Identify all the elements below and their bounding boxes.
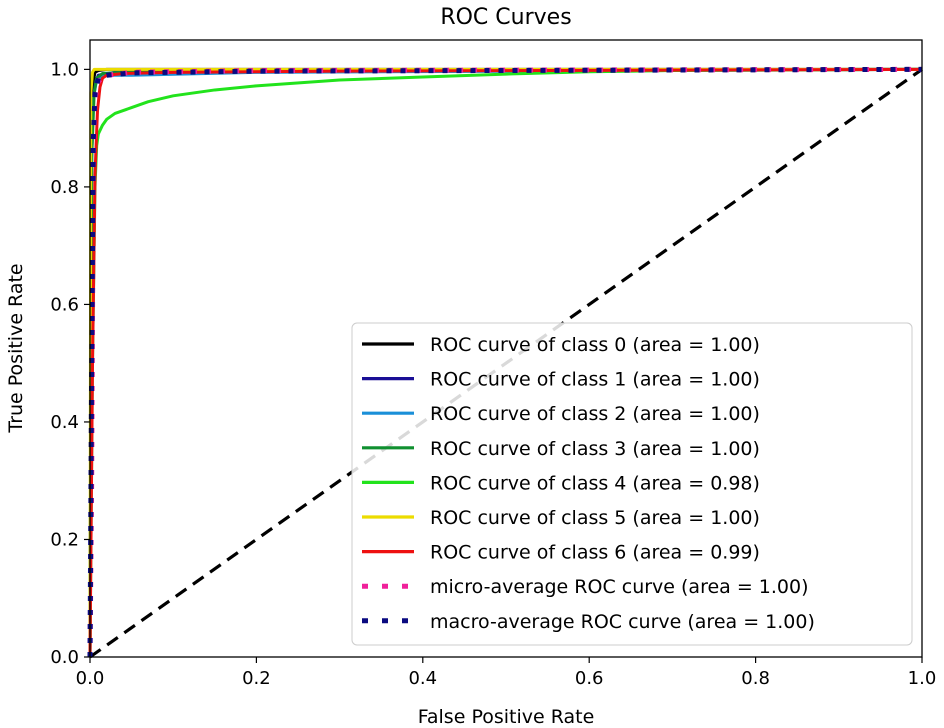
y-tick-label: 1.0 [50, 59, 79, 80]
series-line-6 [88, 67, 923, 658]
y-axis: 0.0 0.2 0.4 0.6 0.8 1.0 [50, 59, 90, 668]
x-tick-label: 0.2 [242, 668, 271, 689]
x-tick-label: 0.0 [76, 668, 105, 689]
legend-label-4: ROC curve of class 4 (area = 0.98) [430, 472, 760, 494]
legend-entries: ROC curve of class 0 (area = 1.00) ROC cu… [362, 334, 815, 633]
chart-title: ROC Curves [440, 5, 571, 30]
y-tick-label: 0.8 [50, 177, 79, 198]
x-axis: 0.0 0.2 0.4 0.6 0.8 1.0 [76, 657, 937, 689]
legend-label-1: ROC curve of class 1 (area = 1.00) [430, 369, 760, 391]
legend-label-0: ROC curve of class 0 (area = 1.00) [430, 334, 760, 356]
x-tick-label: 0.8 [741, 668, 770, 689]
legend-label-8: macro-average ROC curve (area = 1.00) [430, 611, 815, 633]
legend-label-5: ROC curve of class 5 (area = 1.00) [430, 507, 760, 529]
legend-box [351, 322, 913, 646]
x-tick-label: 0.6 [575, 668, 604, 689]
x-tick-label: 1.0 [908, 668, 937, 689]
x-axis-label: False Positive Rate [418, 706, 595, 728]
y-tick-label: 0.6 [50, 294, 79, 315]
y-axis-label: True Positive Rate [5, 263, 27, 433]
legend-label-7: micro-average ROC curve (area = 1.00) [430, 576, 809, 598]
y-tick-label: 0.0 [50, 647, 79, 668]
plot-frame [89, 39, 923, 658]
legend-label-6: ROC curve of class 6 (area = 0.99) [430, 542, 760, 564]
y-tick-label: 0.4 [50, 412, 79, 433]
legend-label-3: ROC curve of class 3 (area = 1.00) [430, 438, 760, 460]
series-line-8 [87, 66, 923, 658]
y-tick-label: 0.2 [50, 529, 79, 550]
series-layer [87, 66, 923, 659]
legend-label-2: ROC curve of class 2 (area = 1.00) [430, 403, 760, 425]
legend: ROC curve of class 0 (area = 1.00) ROC cu… [351, 322, 913, 646]
x-tick-label: 0.4 [408, 668, 437, 689]
